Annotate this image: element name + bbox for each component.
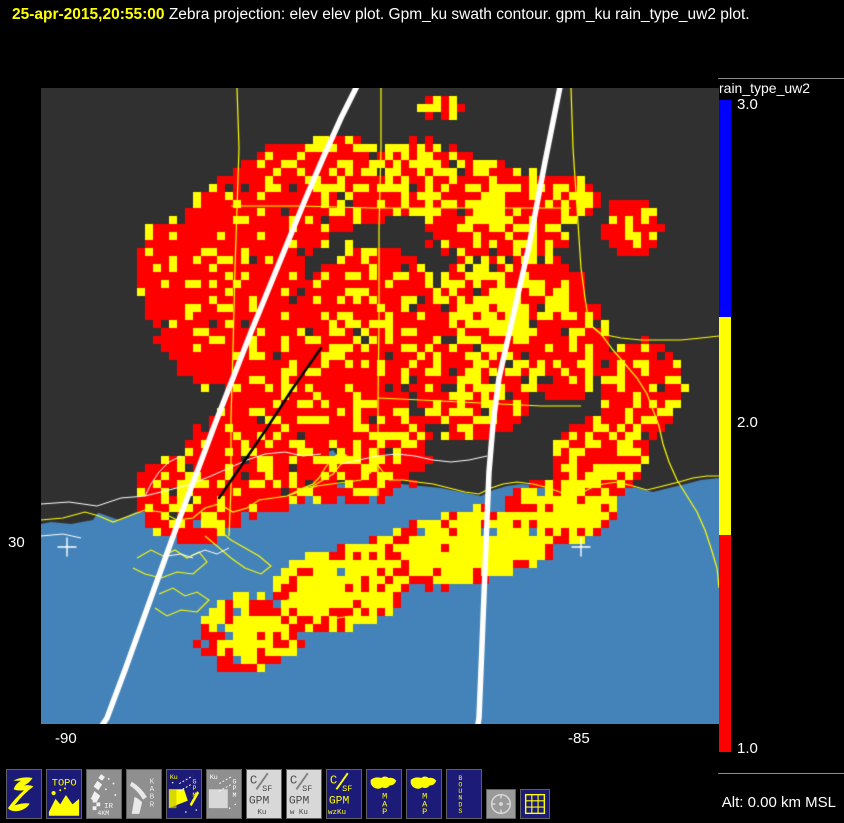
colorbar-label-bottom: 1.0 — [737, 740, 758, 757]
csf-gpm-w-ku-button[interactable]: C SF GPM w Ku — [286, 769, 322, 819]
svg-text:w Ku: w Ku — [290, 809, 308, 817]
colorbar-segment-convective — [719, 317, 731, 535]
topo-button[interactable]: TOPO — [46, 769, 82, 819]
kabr-radar-button[interactable]: K A B R — [126, 769, 162, 819]
svg-text:P: P — [422, 807, 427, 817]
svg-text:A: A — [382, 799, 388, 809]
bounds-button[interactable]: B O U N D S — [446, 769, 482, 819]
ku-gpm-alt-button[interactable]: Ku G P M — [206, 769, 242, 819]
svg-text:Ku: Ku — [257, 809, 266, 817]
page-title: 25-apr-2015,20:55:00 Zebra projection: e… — [12, 4, 832, 26]
ku-gpm-swath-alt-icon: Ku G P M — [208, 773, 237, 809]
svg-text:G: G — [233, 778, 237, 786]
map-button[interactable]: M A P — [366, 769, 402, 819]
svg-text:R: R — [150, 801, 155, 809]
svg-text:K: K — [150, 779, 155, 787]
colorbar-label-top: 3.0 — [737, 96, 758, 113]
svg-text:C: C — [330, 774, 337, 788]
svg-text:4KM: 4KM — [97, 809, 109, 817]
svg-text:M: M — [382, 792, 387, 802]
axis-tick-lon--90: -90 — [55, 730, 77, 747]
ku-gpm-button[interactable]: Ku G P M — [166, 769, 202, 819]
ku-gpm-swath-icon: Ku G P M — [168, 773, 200, 813]
status-divider — [718, 773, 844, 774]
svg-text:GPM: GPM — [289, 795, 310, 807]
svg-text:GPM: GPM — [249, 795, 270, 807]
csf-gpm-wzku-icon: C SF GPM wzKu — [328, 772, 352, 817]
colorbar-segment-other — [719, 535, 731, 752]
bounds-icon: B O U N D S — [458, 774, 462, 815]
svg-text:S: S — [458, 807, 462, 815]
colorbar-title: rain_type_uw2 — [719, 80, 811, 96]
colorbar-divider — [718, 78, 844, 79]
svg-text:N: N — [458, 794, 462, 802]
svg-text:O: O — [458, 780, 462, 788]
zebra-logo-button[interactable] — [6, 769, 42, 819]
satellite-ir-icon: IR 4KM — [90, 774, 117, 817]
svg-text:C: C — [290, 774, 297, 788]
compass-button[interactable] — [486, 789, 516, 819]
svg-text:P: P — [382, 807, 387, 817]
svg-text:Ku: Ku — [210, 773, 218, 781]
svg-text:TOPO: TOPO — [52, 778, 77, 790]
csf-gpm-ku-icon: C SF GPM Ku — [249, 772, 272, 817]
map-alt-icon: M A P — [410, 776, 437, 817]
title-bar: 25-apr-2015,20:55:00 Zebra projection: e… — [0, 0, 844, 56]
title-description: Zebra projection: elev elev plot. Gpm_ku… — [168, 6, 750, 23]
svg-text:SF: SF — [302, 784, 312, 794]
svg-text:A: A — [422, 799, 428, 809]
csf-gpm-ku-button[interactable]: C SF GPM Ku — [246, 769, 282, 819]
colorbar[interactable] — [719, 100, 731, 752]
grid-button[interactable] — [520, 789, 550, 819]
radar-dish-icon: K A B R — [129, 779, 155, 814]
svg-text:P: P — [193, 784, 197, 792]
csf-gpm-wzku-button[interactable]: C SF GPM wzKu — [326, 769, 362, 819]
svg-text:SF: SF — [262, 784, 272, 794]
svg-text:SF: SF — [342, 784, 352, 794]
map-plot-area[interactable] — [41, 88, 719, 724]
colorbar-segment-stratiform — [719, 100, 731, 317]
map-icon: M A P — [370, 776, 397, 817]
map-alt-button[interactable]: M A P — [406, 769, 442, 819]
svg-text:M: M — [233, 791, 237, 799]
svg-text:wzKu: wzKu — [328, 809, 346, 817]
svg-text:B: B — [458, 774, 462, 782]
radar-rain-type-canvas[interactable] — [41, 88, 719, 724]
svg-text:U: U — [458, 787, 462, 795]
svg-text:GPM: GPM — [329, 795, 350, 807]
svg-text:G: G — [193, 778, 197, 786]
svg-text:P: P — [233, 784, 237, 792]
grid-icon — [524, 793, 546, 815]
axis-tick-lat-30: 30 — [8, 534, 25, 551]
svg-text:D: D — [458, 800, 462, 808]
csf-gpm-w-ku-icon: C SF GPM w Ku — [289, 772, 312, 817]
compass-icon — [490, 793, 512, 815]
axis-tick-lon--85: -85 — [568, 730, 590, 747]
toolbar: TOPO IR 4KM — [6, 769, 550, 819]
altitude-status: Alt: 0.00 km MSL — [721, 794, 836, 811]
zebra-z-icon — [7, 777, 34, 812]
title-timestamp: 25-apr-2015,20:55:00 — [12, 6, 165, 23]
svg-text:IR: IR — [104, 803, 114, 811]
svg-text:M: M — [422, 792, 427, 802]
colorbar-label-mid: 2.0 — [737, 414, 758, 431]
svg-text:M: M — [193, 791, 197, 799]
svg-text:B: B — [150, 794, 155, 802]
svg-text:A: A — [150, 786, 155, 794]
topo-icon: TOPO — [48, 778, 80, 816]
svg-text:C: C — [250, 774, 257, 788]
ir-4km-button[interactable]: IR 4KM — [86, 769, 122, 819]
svg-text:Ku: Ku — [170, 773, 178, 781]
